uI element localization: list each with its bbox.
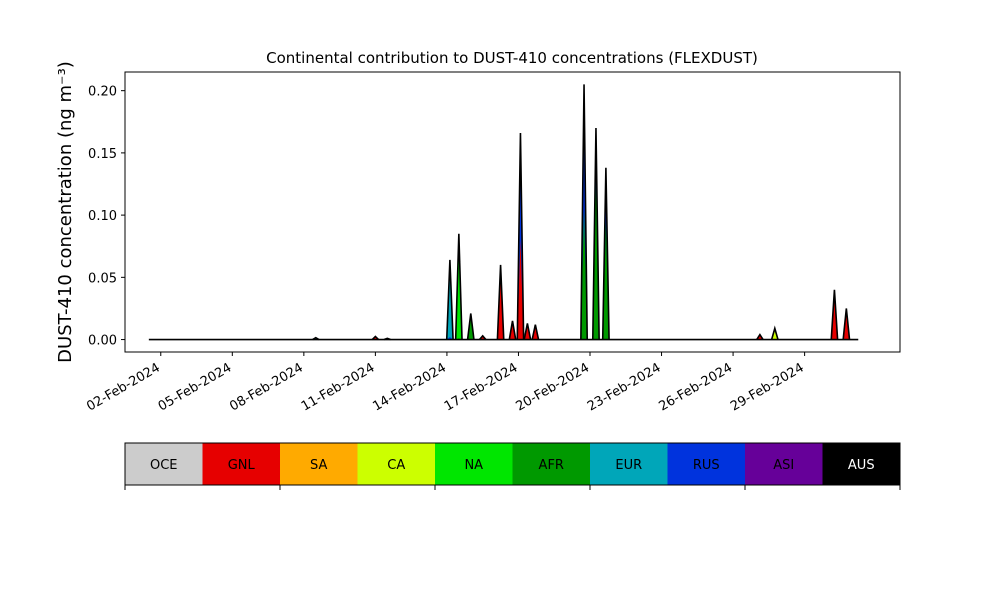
- y-tick-label: 0.15: [88, 147, 117, 162]
- y-tick-label: 0.10: [88, 209, 117, 224]
- area-layer-ca: [771, 330, 778, 340]
- area-layer-gnl: [756, 335, 764, 340]
- total-outline: [466, 313, 475, 340]
- dust-peak: [830, 289, 839, 340]
- total-outline: [830, 289, 839, 340]
- total-outline: [454, 233, 463, 340]
- total-outline: [371, 335, 380, 341]
- legend-label-asi: ASI: [773, 458, 794, 473]
- dust-peak: [516, 132, 525, 340]
- dust-peak: [756, 333, 764, 340]
- area-layer-afr: [592, 177, 600, 340]
- area-layer-afr: [580, 208, 588, 340]
- legend-label-gnl: GNL: [228, 458, 256, 473]
- area-layer-gnl: [532, 325, 539, 340]
- total-outline: [531, 324, 540, 340]
- total-outline: [756, 333, 764, 340]
- legend-label-aus: AUS: [848, 458, 875, 473]
- total-outline: [601, 167, 610, 340]
- area-layer-gnl: [517, 240, 524, 340]
- area-layer-gnl: [831, 294, 838, 340]
- legend-swatch-sa: [280, 443, 358, 485]
- dust-peak: [842, 308, 851, 340]
- legend-label-afr: AFR: [539, 458, 564, 473]
- y-tick-label: 0.20: [88, 85, 117, 100]
- dust-peak: [496, 264, 505, 340]
- total-outline: [523, 323, 532, 340]
- area-layer-afr: [467, 314, 474, 340]
- legend-label-oce: OCE: [150, 458, 178, 473]
- total-outline: [445, 259, 454, 340]
- total-outline: [516, 132, 525, 340]
- legend-swatch-asi: [745, 443, 823, 485]
- dust-peak: [580, 84, 589, 340]
- legend-label-sa: SA: [310, 458, 327, 473]
- dust-peak: [523, 323, 532, 340]
- dust-peak: [770, 325, 779, 340]
- dust-peak: [531, 324, 540, 340]
- legend-swatch-rus: [667, 443, 746, 485]
- total-outline: [478, 334, 487, 341]
- legend-swatch-afr: [512, 443, 591, 485]
- dust-peak: [466, 313, 475, 340]
- area-layer-gnl: [497, 271, 504, 340]
- legend-frame: [124, 442, 901, 486]
- legend-colorbar: OCE GNL SA CA NA AFR EUR RUS ASI AUS: [124, 442, 901, 490]
- legend-swatch-oce: [125, 443, 203, 485]
- legend-label-na: NA: [464, 458, 483, 473]
- dust-peak: [478, 334, 487, 341]
- dust-peak: [508, 320, 517, 340]
- y-tick-label: 0.00: [88, 334, 117, 349]
- legend-label-rus: RUS: [693, 458, 720, 473]
- total-outline: [591, 127, 600, 340]
- area-layer-na: [455, 244, 463, 340]
- dust-peak: [591, 127, 600, 340]
- legend-label-ca: CA: [387, 458, 405, 473]
- y-tick-label: 0.05: [88, 271, 117, 286]
- dust-peak: [454, 233, 463, 340]
- chart-title: Continental contribution to DUST-410 con…: [266, 49, 758, 67]
- plot-frame: [124, 71, 901, 353]
- legend-swatch-eur: [590, 443, 668, 485]
- area-layer-gnl: [843, 310, 850, 340]
- total-outline: [580, 84, 589, 340]
- y-axis: 0.00 0.05 0.10 0.15 0.20: [88, 85, 125, 349]
- total-outline: [770, 325, 779, 340]
- plot-area: [148, 84, 859, 341]
- legend-swatch-ca: [357, 443, 436, 485]
- total-outline: [496, 264, 505, 340]
- legend-swatch-na: [435, 443, 513, 485]
- y-axis-label: DUST-410 concentration (ng m⁻³): [55, 61, 76, 363]
- legend-swatch-gnl: [202, 443, 281, 485]
- dust-peak: [601, 167, 610, 340]
- total-outline: [508, 320, 517, 340]
- area-layer-gnl: [524, 324, 531, 340]
- legend-label-eur: EUR: [615, 458, 642, 473]
- area-layer-afr: [602, 221, 610, 340]
- area-layer-gnl: [509, 323, 516, 340]
- total-outline: [842, 308, 851, 340]
- legend-swatch-aus: [822, 443, 901, 485]
